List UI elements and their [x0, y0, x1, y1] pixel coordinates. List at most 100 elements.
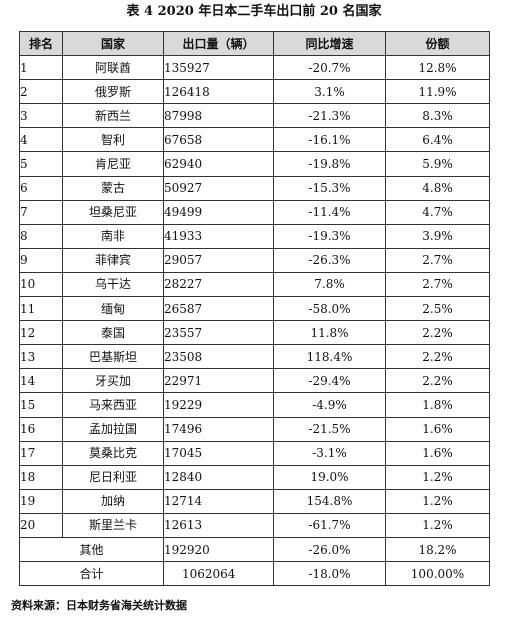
cell-country: 坦桑尼亚 [62, 199, 164, 225]
cell-share: 4.7% [385, 199, 490, 225]
cell-share: 2.2% [385, 344, 490, 370]
header-rank: 排名 [19, 30, 63, 57]
cell-share: 1.2% [385, 512, 490, 538]
table-row: 5 肯尼亚 62940 -19.8% 5.9% [19, 151, 490, 177]
other-yoy: -26.0% [273, 536, 386, 563]
cell-rank: 4 [19, 127, 63, 153]
table-row: 17 莫桑比克 17045 -3.1% 1.6% [19, 440, 490, 466]
cell-share: 2.5% [385, 296, 490, 322]
cell-volume: 50927 [163, 175, 274, 201]
other-share: 18.2% [385, 536, 490, 563]
table-row: 13 巴基斯坦 23508 118.4% 2.2% [19, 344, 490, 370]
cell-rank: 16 [19, 416, 63, 442]
cell-volume: 23508 [163, 344, 274, 370]
cell-share: 6.4% [385, 127, 490, 153]
cell-rank: 9 [19, 247, 63, 273]
table-row: 11 缅甸 26587 -58.0% 2.5% [19, 296, 490, 322]
cell-country: 斯里兰卡 [62, 512, 164, 538]
cell-yoy: 118.4% [273, 344, 386, 370]
cell-volume: 17045 [163, 440, 274, 466]
cell-volume: 22971 [163, 368, 274, 394]
cell-rank: 20 [19, 512, 63, 538]
table-row: 10 乌干达 28227 7.8% 2.7% [19, 271, 490, 298]
cell-share: 12.8% [385, 55, 490, 81]
other-row: 其他 192920 -26.0% 18.2% [19, 536, 490, 563]
table-row: 18 尼日利亚 12840 19.0% 1.2% [19, 464, 490, 490]
cell-volume: 41933 [163, 223, 274, 249]
cell-country: 巴基斯坦 [62, 344, 164, 370]
cell-country: 牙买加 [62, 368, 164, 394]
cell-rank: 7 [19, 199, 63, 225]
cell-rank: 12 [19, 320, 63, 346]
header-volume: 出口量（辆） [163, 30, 274, 57]
table-row: 8 南非 41933 -19.3% 3.9% [19, 223, 490, 249]
table-row: 15 马来西亚 19229 -4.9% 1.8% [19, 392, 490, 418]
cell-country: 新西兰 [62, 103, 164, 129]
cell-share: 2.7% [385, 247, 490, 273]
total-label: 合计 [19, 561, 164, 587]
total-share: 100.00% [385, 561, 490, 587]
cell-yoy: -16.1% [273, 127, 386, 153]
cell-country: 蒙古 [62, 175, 164, 201]
table-row: 20 斯里兰卡 12613 -61.7% 1.2% [19, 512, 490, 538]
cell-yoy: -4.9% [273, 392, 386, 418]
table-row: 14 牙买加 22971 -29.4% 2.2% [19, 368, 490, 394]
header-country: 国家 [62, 30, 164, 57]
cell-yoy: -61.7% [273, 512, 386, 538]
cell-country: 马来西亚 [62, 392, 164, 418]
other-label: 其他 [19, 536, 164, 563]
cell-country: 加纳 [62, 488, 164, 514]
total-volume: 1062064 [163, 561, 274, 587]
cell-country: 孟加拉国 [62, 416, 164, 442]
cell-country: 泰国 [62, 320, 164, 346]
cell-rank: 5 [19, 151, 63, 177]
cell-rank: 1 [19, 55, 63, 81]
cell-country: 肯尼亚 [62, 151, 164, 177]
header-share: 份额 [385, 30, 490, 57]
cell-yoy: -3.1% [273, 440, 386, 466]
table-row: 19 加纳 12714 154.8% 1.2% [19, 488, 490, 514]
cell-volume: 29057 [163, 247, 274, 273]
cell-rank: 8 [19, 223, 63, 249]
cell-yoy: 11.8% [273, 320, 386, 346]
cell-yoy: 19.0% [273, 464, 386, 490]
cell-share: 4.8% [385, 175, 490, 201]
table-row: 12 泰国 23557 11.8% 2.2% [19, 320, 490, 346]
cell-yoy: -21.5% [273, 416, 386, 442]
table-row: 16 孟加拉国 17496 -21.5% 1.6% [19, 416, 490, 442]
cell-volume: 19229 [163, 392, 274, 418]
cell-share: 5.9% [385, 151, 490, 177]
cell-yoy: -26.3% [273, 247, 386, 273]
cell-volume: 17496 [163, 416, 274, 442]
table-row: 2 俄罗斯 126418 3.1% 11.9% [19, 79, 490, 105]
table-body: 1 阿联酋 135927 -20.7% 12.8% 2 俄罗斯 126418 3.1% 11.9%… [19, 55, 490, 538]
cell-country: 俄罗斯 [62, 79, 164, 105]
other-volume: 192920 [163, 536, 274, 563]
cell-rank: 15 [19, 392, 63, 418]
cell-yoy: 7.8% [273, 271, 386, 298]
cell-share: 1.2% [385, 464, 490, 490]
cell-volume: 26587 [163, 296, 274, 322]
cell-volume: 12613 [163, 512, 274, 538]
cell-yoy: -15.3% [273, 175, 386, 201]
cell-share: 3.9% [385, 223, 490, 249]
cell-volume: 23557 [163, 320, 274, 346]
table-row: 9 菲律宾 29057 -26.3% 2.7% [19, 247, 490, 273]
cell-rank: 19 [19, 488, 63, 514]
export-table: 排名 国家 出口量（辆） 同比增速 份额 1 阿联酋 135927 -20.7% 12.… [19, 30, 490, 587]
cell-volume: 62940 [163, 151, 274, 177]
cell-volume: 67658 [163, 127, 274, 153]
cell-country: 菲律宾 [62, 247, 164, 273]
cell-rank: 17 [19, 440, 63, 466]
table-row: 3 新西兰 87998 -21.3% 8.3% [19, 103, 490, 129]
cell-yoy: -29.4% [273, 368, 386, 394]
cell-volume: 135927 [163, 55, 274, 81]
source-note: 资料来源：日本财务省海关统计数据 [11, 599, 187, 612]
cell-share: 2.7% [385, 271, 490, 298]
cell-yoy: -19.3% [273, 223, 386, 249]
cell-volume: 87998 [163, 103, 274, 129]
cell-country: 乌干达 [62, 271, 164, 298]
cell-share: 11.9% [385, 79, 490, 105]
cell-volume: 126418 [163, 79, 274, 105]
cell-rank: 10 [19, 271, 63, 298]
